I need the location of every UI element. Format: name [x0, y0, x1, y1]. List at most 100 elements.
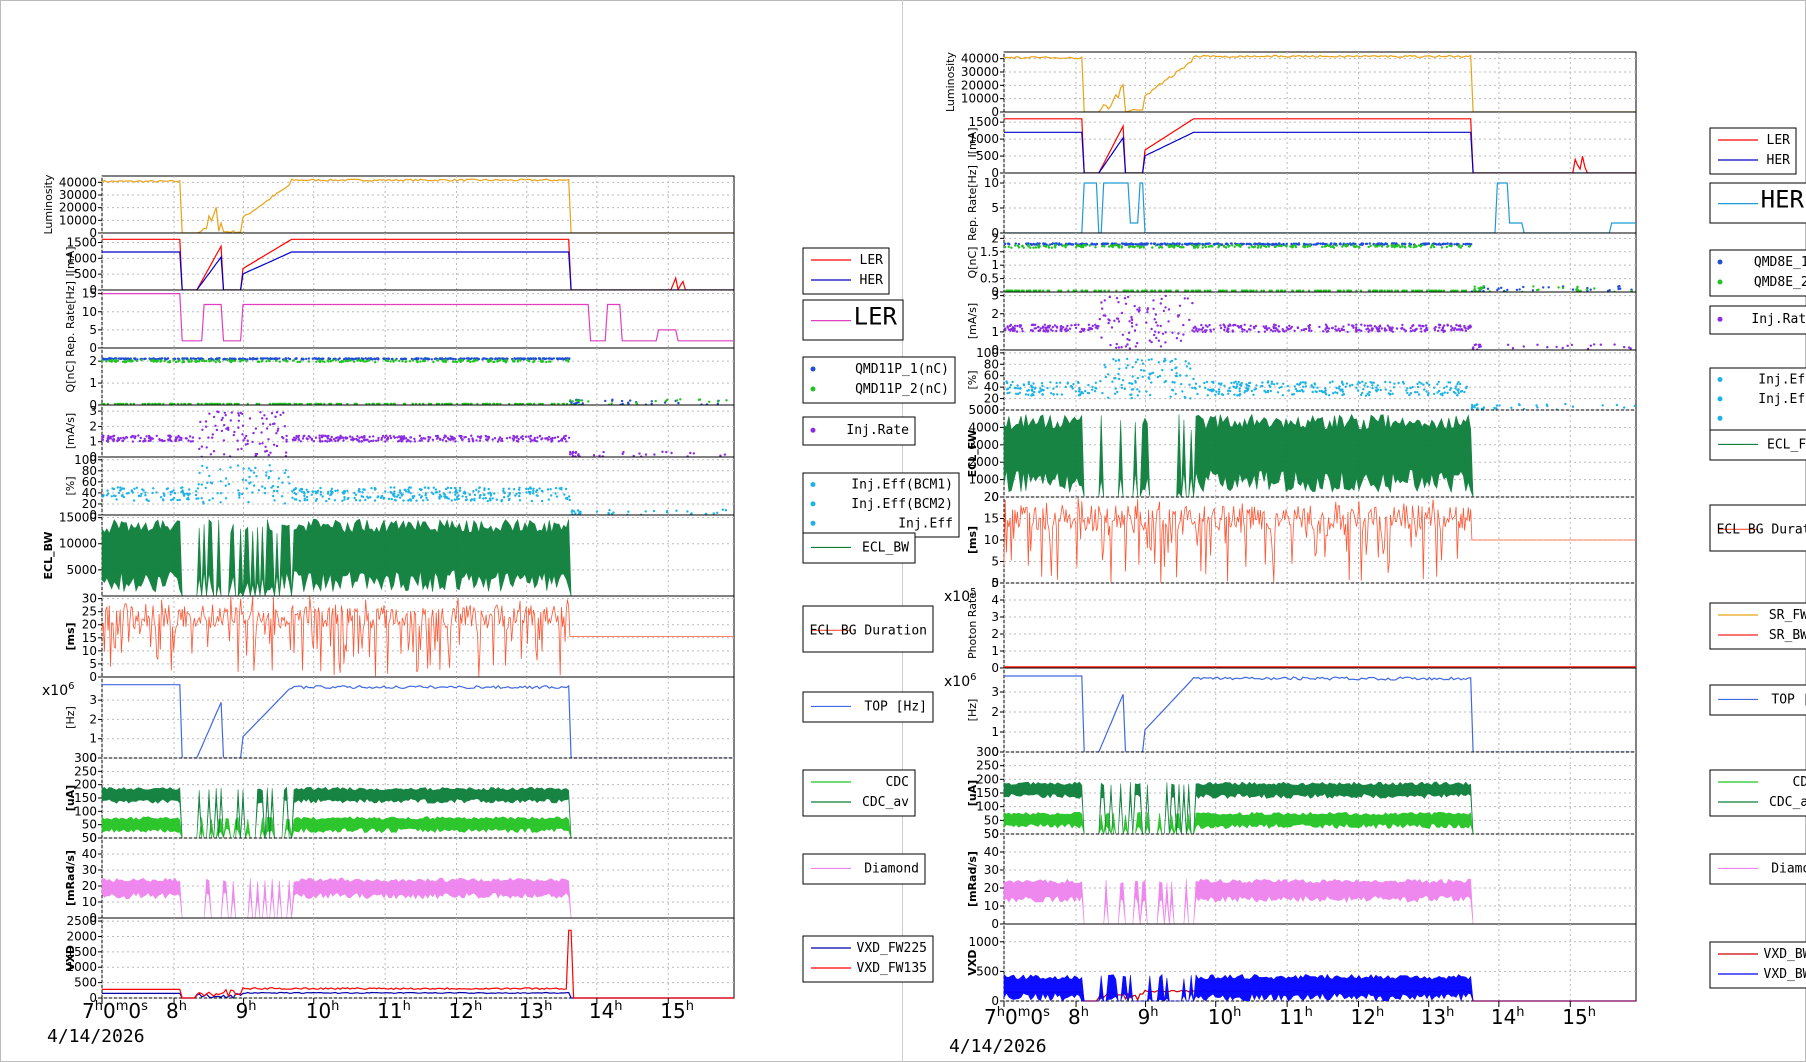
data-point — [221, 416, 224, 420]
data-point — [256, 357, 259, 360]
data-point — [670, 451, 673, 455]
data-point — [1219, 324, 1222, 327]
data-point — [374, 439, 378, 442]
data-point — [176, 498, 179, 502]
data-point — [224, 497, 228, 500]
legend-entry: Inj.Eff — [898, 516, 953, 531]
data-point — [248, 475, 251, 479]
data-point — [566, 402, 569, 406]
data-point — [1334, 325, 1337, 328]
data-point — [261, 422, 265, 425]
data-point — [441, 402, 444, 406]
data-point — [1409, 386, 1412, 390]
data-point — [1466, 242, 1469, 246]
data-point — [1378, 242, 1382, 245]
data-point — [215, 357, 219, 360]
data-point — [1203, 244, 1207, 247]
y-tick-label: 5 — [991, 201, 999, 215]
series-dots-qmd8e-2-nc- — [1003, 243, 1634, 294]
legend-box — [1709, 305, 1806, 335]
data-point — [568, 453, 572, 456]
data-point — [1182, 333, 1185, 336]
data-point — [1154, 321, 1158, 324]
data-point — [472, 490, 475, 493]
data-point — [318, 434, 321, 437]
data-point — [440, 357, 444, 360]
data-point — [557, 440, 561, 443]
series-dots-qmd8e-1-nc- — [1003, 242, 1633, 293]
data-point — [1052, 393, 1055, 396]
data-point — [1043, 323, 1047, 326]
data-point — [501, 357, 504, 360]
data-point — [1413, 244, 1417, 247]
data-point — [723, 453, 727, 456]
y-tick-label: 4 — [991, 593, 999, 607]
data-point — [1277, 244, 1280, 248]
data-point — [473, 357, 476, 360]
data-point — [1478, 343, 1482, 346]
data-point — [1173, 245, 1176, 248]
data-point — [575, 399, 578, 402]
data-point — [1428, 383, 1431, 387]
data-point — [126, 359, 130, 362]
data-point — [365, 402, 368, 406]
data-point — [292, 488, 296, 492]
data-point — [1260, 242, 1264, 246]
data-point — [1298, 389, 1302, 393]
data-point — [1079, 245, 1083, 248]
data-point — [1318, 289, 1322, 292]
data-point — [1545, 403, 1549, 406]
data-point — [326, 440, 329, 443]
data-point — [1038, 391, 1041, 394]
data-point — [516, 357, 519, 360]
data-point — [1352, 242, 1355, 245]
data-point — [1212, 328, 1216, 331]
data-point — [1180, 246, 1183, 249]
data-point — [1346, 330, 1349, 334]
series-line-ler — [102, 293, 734, 342]
data-point — [1366, 324, 1370, 327]
data-point — [1245, 387, 1248, 390]
data-point — [1011, 380, 1014, 384]
data-point — [468, 493, 471, 496]
y-tick-label: 30000 — [961, 65, 999, 79]
data-point — [1241, 289, 1244, 292]
data-point — [1342, 242, 1345, 245]
data-point — [224, 484, 227, 487]
data-point — [1198, 385, 1201, 388]
data-point — [1349, 289, 1353, 292]
data-point — [316, 489, 320, 492]
data-point — [404, 360, 408, 363]
data-point — [529, 486, 532, 489]
tick-unit: h — [544, 999, 552, 1014]
data-point — [1238, 387, 1241, 390]
data-point — [311, 357, 314, 360]
data-point — [1227, 324, 1230, 328]
data-point — [484, 402, 487, 406]
data-point — [1129, 242, 1133, 246]
data-point — [251, 358, 254, 361]
data-point — [567, 495, 571, 498]
data-point — [553, 436, 557, 439]
data-point — [163, 359, 166, 363]
data-point — [343, 498, 346, 501]
legend: Inj.Eff(BCM1)Inj.Eff(BCM2)Inj.Eff — [1709, 367, 1806, 433]
data-point — [387, 357, 391, 361]
data-point — [1263, 389, 1266, 392]
x-tick-label: 7h0m0s — [82, 999, 148, 1023]
data-point — [587, 400, 590, 403]
y-tick-label: 15 — [82, 631, 97, 645]
data-point — [1223, 245, 1226, 248]
tick-hour: 7 — [984, 1005, 997, 1029]
y-tick-label: 60 — [82, 475, 97, 489]
axis-exponent-power: 6 — [68, 681, 74, 692]
data-point — [279, 402, 282, 406]
data-point — [214, 424, 217, 427]
data-point — [1379, 388, 1382, 392]
data-point — [1252, 393, 1255, 396]
data-point — [255, 402, 259, 406]
data-point — [1009, 323, 1013, 326]
data-point — [1542, 286, 1545, 289]
data-point — [1257, 330, 1260, 334]
data-point — [1066, 381, 1070, 384]
